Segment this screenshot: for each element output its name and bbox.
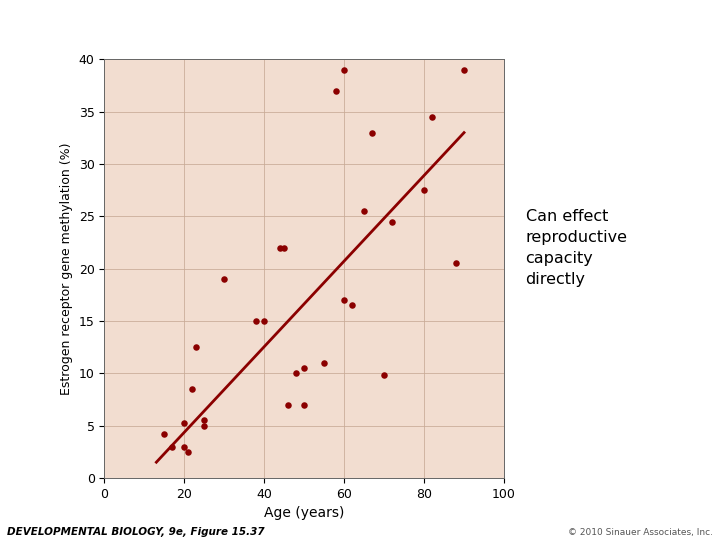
Text: Can effect
reproductive
capacity
directly: Can effect reproductive capacity directl… xyxy=(526,209,628,287)
Point xyxy=(219,275,230,284)
Point xyxy=(279,244,290,252)
Point xyxy=(183,448,194,456)
Point xyxy=(346,301,358,309)
Y-axis label: Estrogen receptor gene methylation (%): Estrogen receptor gene methylation (%) xyxy=(60,143,73,395)
Point xyxy=(379,371,390,380)
Point xyxy=(418,186,430,194)
Point xyxy=(299,400,310,409)
Point xyxy=(186,384,198,393)
Point xyxy=(191,343,202,352)
Point xyxy=(274,244,286,252)
Point xyxy=(299,364,310,373)
Point xyxy=(459,65,470,74)
Point xyxy=(251,316,262,325)
Text: DEVELOPMENTAL BIOLOGY, 9e, Figure 15.37: DEVELOPMENTAL BIOLOGY, 9e, Figure 15.37 xyxy=(7,527,265,537)
Text: © 2010 Sinauer Associates, Inc.: © 2010 Sinauer Associates, Inc. xyxy=(568,528,713,537)
Point xyxy=(158,430,170,438)
Point xyxy=(426,113,438,122)
Point xyxy=(366,129,378,137)
Point xyxy=(258,316,270,325)
Point xyxy=(359,207,370,215)
Point xyxy=(338,65,350,74)
Point xyxy=(179,419,190,428)
Point xyxy=(199,416,210,424)
Point xyxy=(282,400,294,409)
Point xyxy=(387,217,398,226)
Point xyxy=(330,86,342,95)
Text: Figure 15.37  Methylation of the estrogen receptor gene occurs as a function of : Figure 15.37 Methylation of the estrogen… xyxy=(6,8,629,22)
X-axis label: Age (years): Age (years) xyxy=(264,506,344,520)
Point xyxy=(450,259,462,268)
Point xyxy=(318,359,330,367)
Point xyxy=(199,421,210,430)
Point xyxy=(338,296,350,305)
Point xyxy=(179,442,190,451)
Point xyxy=(166,442,178,451)
Point xyxy=(290,369,302,377)
